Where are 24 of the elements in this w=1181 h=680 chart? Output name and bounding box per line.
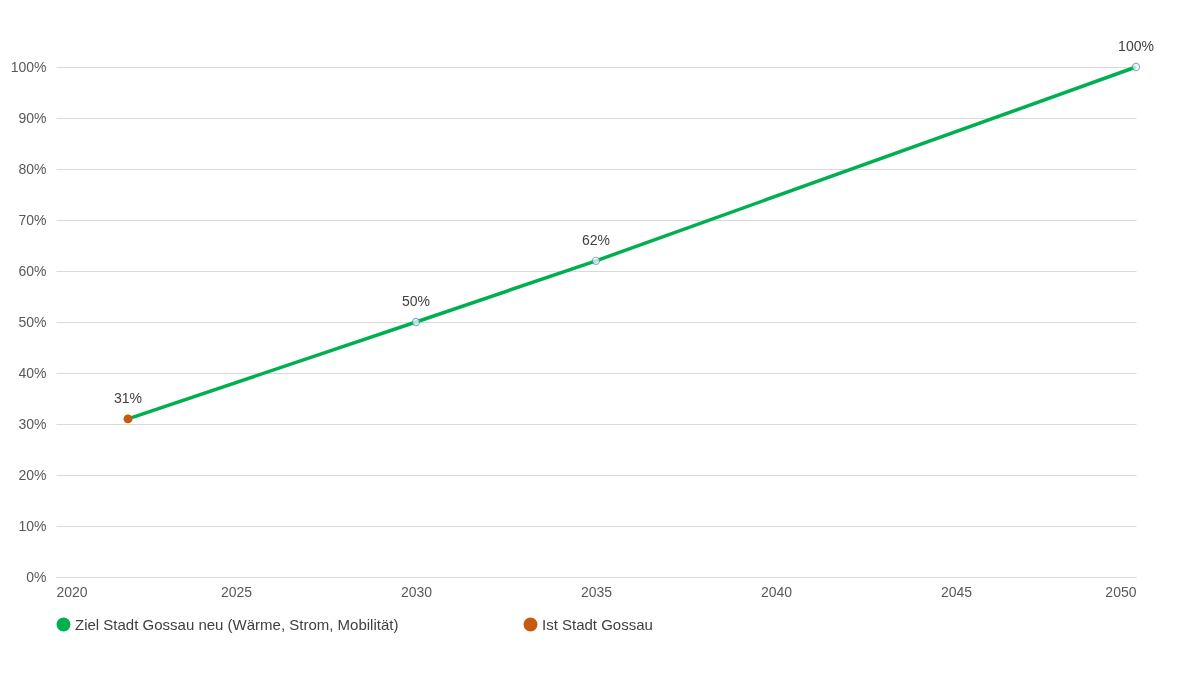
x-tick-label: 2040 <box>760 583 793 600</box>
y-tick-label: 20% <box>18 466 47 483</box>
data-label: 31% <box>113 389 143 406</box>
data-label: 62% <box>581 231 611 248</box>
y-tick-label: 100% <box>10 58 47 75</box>
x-tick-label: 2025 <box>220 583 253 600</box>
y-tick-label: 70% <box>18 211 47 228</box>
x-tick-label: 2030 <box>400 583 433 600</box>
x-tick-label: 2020 <box>56 583 88 600</box>
y-tick-label: 80% <box>18 160 47 177</box>
y-tick-label: 90% <box>18 109 47 126</box>
legend-label: Ziel Stadt Gossau neu (Wärme, Strom, Mobilität) <box>75 615 399 633</box>
y-tick-label: 60% <box>18 262 47 279</box>
y-tick-label: 40% <box>18 364 47 381</box>
y-tick-label: 30% <box>18 415 47 432</box>
y-tick-label: 10% <box>18 517 47 534</box>
x-tick-label: 2050 <box>1105 583 1137 600</box>
data-label: 50% <box>401 293 431 309</box>
x-tick-label: 2045 <box>940 583 973 600</box>
y-tick-label: 50% <box>18 313 47 330</box>
legend-label: Ist Stadt Gossau <box>542 615 653 633</box>
data-label: 100% <box>1118 38 1154 54</box>
y-tick-label: 0% <box>26 568 47 585</box>
x-tick-label: 2035 <box>580 583 613 600</box>
